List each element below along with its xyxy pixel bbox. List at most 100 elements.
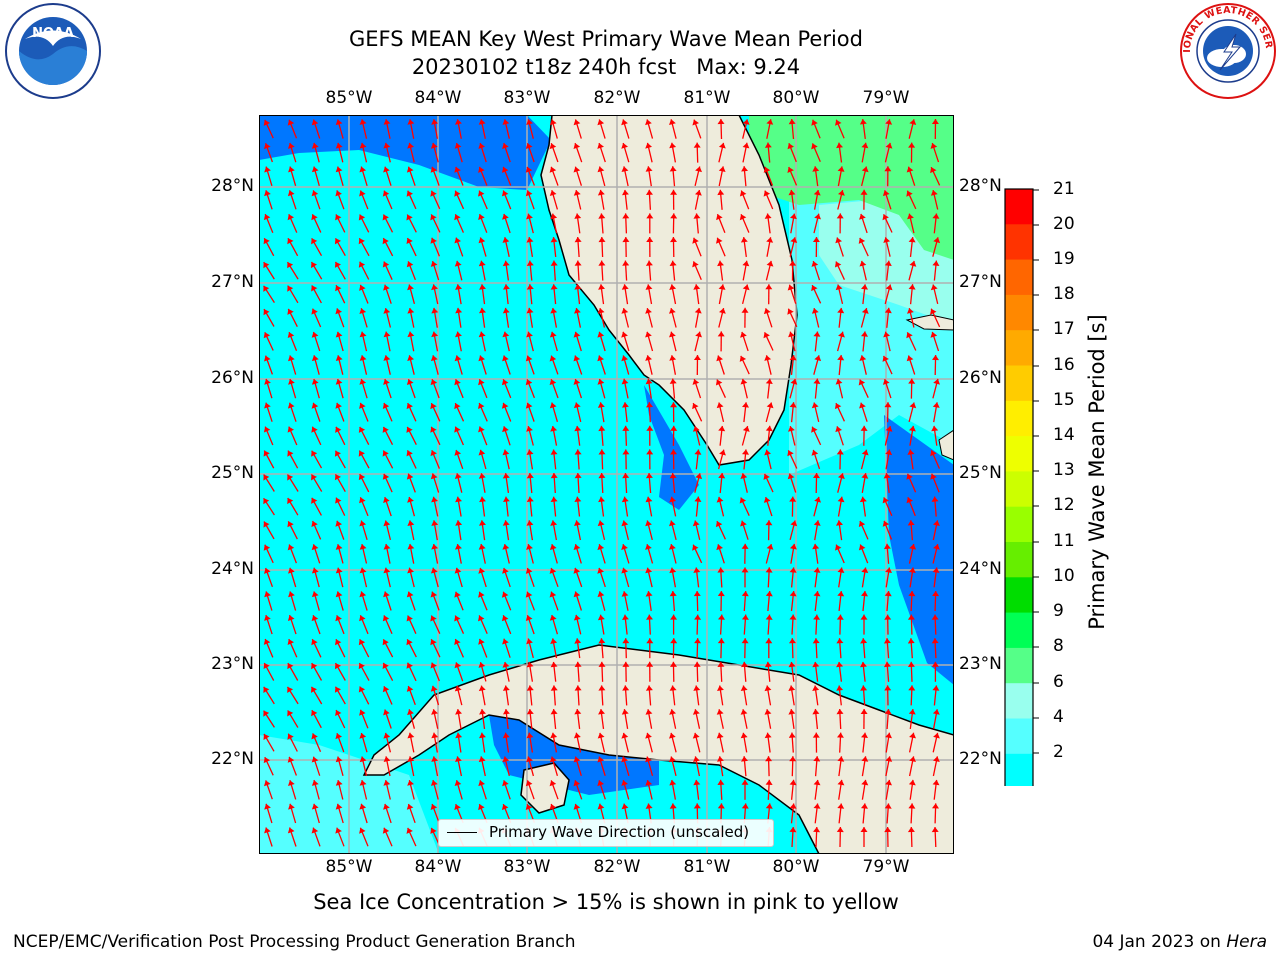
wave-arrow [430, 638, 441, 658]
wave-arrow [861, 284, 868, 305]
wave-arrow [430, 591, 440, 611]
wave-arrow [525, 567, 535, 588]
wave-arrow [621, 284, 629, 305]
wave-arrow [646, 661, 654, 682]
wave-arrow [741, 307, 749, 328]
wave-arrow [694, 614, 702, 635]
wave-arrow [526, 119, 534, 139]
wave-arrow [693, 213, 701, 234]
wave-arrow [550, 237, 558, 257]
wave-arrow [932, 520, 940, 541]
colorbar-tick-label: 4 [1053, 707, 1064, 727]
wave-arrow [715, 379, 726, 398]
wave-arrow [765, 756, 773, 777]
wave-arrow [311, 827, 321, 847]
wave-arrow [431, 119, 439, 139]
wave-arrow [263, 261, 275, 280]
wave-arrow [526, 638, 534, 659]
wave-arrow [790, 543, 797, 564]
wave-arrow [335, 402, 345, 422]
host-text: Hera [1226, 932, 1267, 952]
wave-arrow [334, 473, 346, 493]
wave-arrow [359, 803, 368, 824]
wave-arrow [764, 142, 772, 163]
wave-arrow [573, 166, 583, 186]
wave-arrow [431, 732, 439, 753]
wave-arrow [287, 450, 299, 469]
wave-arrow [884, 826, 892, 848]
wave-arrow [669, 378, 677, 399]
wave-arrow [715, 520, 726, 540]
colorbar-tick-label: 21 [1053, 179, 1075, 199]
wave-arrow [430, 166, 440, 186]
wave-arrow [765, 520, 773, 541]
wave-arrow [765, 378, 773, 399]
wave-arrow [860, 708, 868, 730]
wave-arrow [812, 166, 820, 187]
wave-arrow [454, 591, 464, 611]
wave-arrow [597, 189, 605, 210]
wave-arrow [478, 213, 488, 233]
wave-arrow [550, 732, 558, 753]
wave-arrow [525, 614, 535, 635]
wave-arrow [836, 638, 844, 659]
wave-arrow [598, 661, 606, 682]
wave-arrow [478, 685, 486, 706]
wave-arrow [787, 143, 797, 163]
wave-arrow [621, 166, 629, 187]
wave-arrow [836, 685, 844, 706]
wave-arrow [621, 708, 629, 730]
chart-subtitle: 20230102 t18z 240h fcst Max: 9.24 [411, 55, 801, 79]
wave-arrow [597, 402, 605, 423]
wave-arrow [765, 779, 773, 800]
wave-arrow [287, 426, 298, 446]
wave-arrow [263, 521, 275, 540]
wave-arrow [860, 449, 869, 470]
svg-text:NOAA: NOAA [32, 26, 74, 41]
wave-arrow [334, 450, 346, 469]
wave-arrow [621, 732, 630, 753]
wave-arrow [334, 686, 346, 705]
wave-arrow [811, 119, 821, 139]
wave-arrow [406, 426, 417, 445]
wave-arrow [358, 450, 370, 469]
wave-arrow [788, 709, 796, 729]
wave-arrow [503, 284, 510, 305]
wave-arrow [287, 710, 299, 728]
wave-arrow [573, 567, 583, 588]
wave-arrow [406, 237, 417, 257]
wave-arrow [884, 425, 893, 446]
wave-arrow [741, 756, 748, 777]
colorbar-segment [1005, 330, 1033, 366]
wave-arrow [383, 779, 391, 800]
wave-arrow [837, 756, 845, 777]
wave-arrow [383, 142, 391, 163]
wave-arrow [741, 614, 749, 635]
wave-arrow [882, 214, 893, 233]
wave-arrow [789, 260, 797, 281]
wave-arrow [573, 402, 582, 423]
wave-arrow [454, 142, 463, 163]
wave-arrow [669, 496, 677, 517]
wave-arrow [383, 331, 391, 352]
wave-arrow [669, 756, 677, 777]
wave-arrow [311, 142, 320, 163]
wave-arrow [622, 213, 630, 234]
wave-arrow [882, 520, 893, 540]
wave-arrow [670, 189, 678, 210]
wave-arrow [740, 331, 749, 352]
wave-arrow [478, 331, 486, 352]
wave-arrow [407, 119, 415, 139]
wave-arrow [812, 708, 820, 730]
wave-arrow [692, 732, 701, 753]
wave-arrow [789, 402, 797, 423]
wave-arrow [932, 590, 940, 612]
wave-arrow [526, 543, 534, 564]
wave-arrow [526, 236, 534, 258]
wave-arrow [645, 142, 653, 163]
wave-arrow [288, 803, 297, 824]
colorbar-segment [1005, 647, 1033, 684]
wave-arrow [431, 284, 439, 305]
wave-arrow [906, 355, 916, 375]
wave-arrow [931, 496, 939, 517]
